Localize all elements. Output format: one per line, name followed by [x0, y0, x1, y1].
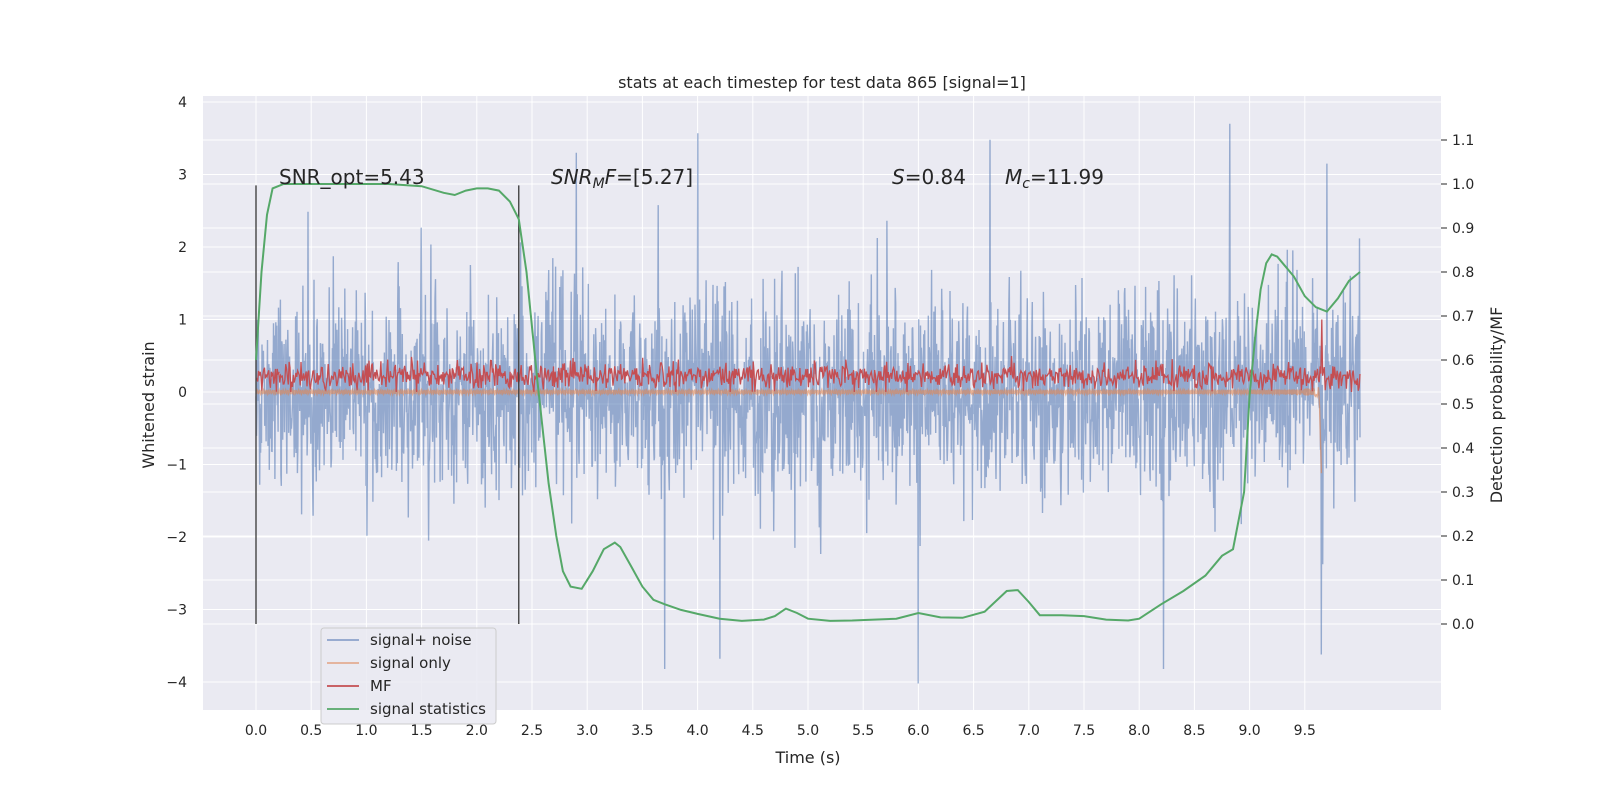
- y-tick-label-left: −4: [166, 675, 187, 691]
- x-tick-label: 7.5: [1073, 723, 1095, 739]
- y-tick-label-right: 1.1: [1452, 133, 1474, 149]
- x-tick-label: 1.5: [410, 723, 432, 739]
- signal-only-line: [255, 387, 1323, 474]
- legend-box: [320, 627, 497, 725]
- y-tick-label-left: 1: [178, 313, 187, 329]
- x-tick-label: 2.5: [521, 723, 543, 739]
- y-tick-label-left: 3: [178, 168, 187, 184]
- x-tick-label: 0.5: [300, 723, 322, 739]
- x-tick-label: 2.0: [466, 723, 488, 739]
- y-tick-label-right: 0.6: [1452, 353, 1474, 369]
- snr-mf-value: =[5.27]: [616, 165, 693, 189]
- y-tick-label-left: −2: [166, 530, 187, 546]
- annotation-snr-opt: SNR_opt=5.43: [279, 165, 425, 189]
- y-tick-label-left: 0: [178, 385, 187, 401]
- x-tick-label: 6.0: [907, 723, 929, 739]
- legend: signal+ noise signal only MF signal stat…: [320, 627, 497, 725]
- x-tick-label: 7.0: [1018, 723, 1040, 739]
- annotation-snr-mf: SNRMF=[5.27]: [551, 165, 693, 192]
- legend-label-signal-only: signal only: [370, 654, 451, 672]
- series-mf: [255, 319, 1361, 393]
- y-tick-label-left: 2: [178, 240, 187, 256]
- y-tick-label-right: 1.0: [1452, 177, 1474, 193]
- vertical-markers: [255, 185, 520, 624]
- y-tick-label-right: 0.3: [1452, 485, 1474, 501]
- series-signal-plus-noise: [255, 123, 1361, 684]
- chart-title: stats at each timestep for test data 865…: [618, 73, 1026, 92]
- x-tick-label: 9.0: [1238, 723, 1260, 739]
- mc-subscript: c: [1022, 176, 1030, 192]
- signal-statistics-line: [255, 183, 1361, 622]
- series-signal-only: [255, 387, 1323, 474]
- x-tick-label: 4.5: [742, 723, 764, 739]
- mc-value: =11.99: [1030, 165, 1104, 189]
- snr-mf-symbol: SNR: [551, 165, 593, 189]
- signal-plus-noise-line: [255, 123, 1361, 684]
- x-tick-label: 8.5: [1183, 723, 1205, 739]
- annotation-s: S=0.84: [892, 165, 966, 189]
- x-tick-label: 3.0: [576, 723, 598, 739]
- snr-mf-symbol2: F: [605, 165, 617, 189]
- x-axis-label: Time (s): [774, 748, 840, 767]
- x-tick-label: 1.0: [355, 723, 377, 739]
- y-tick-label-right: 0.4: [1452, 441, 1474, 457]
- x-tick-label: 6.5: [962, 723, 984, 739]
- x-tick-label: 8.0: [1128, 723, 1150, 739]
- y-tick-label-right: 0.2: [1452, 529, 1474, 545]
- y-tick-label-right: 0.5: [1452, 397, 1474, 413]
- snr-mf-subscript: M: [593, 176, 605, 192]
- annotation-mc: Mc=11.99: [1005, 165, 1104, 192]
- x-tick-label: 0.0: [245, 723, 267, 739]
- y-tick-label-right: 0.9: [1452, 221, 1474, 237]
- x-tick-label: 9.5: [1294, 723, 1316, 739]
- y-tick-labels-right: 0.0 0.1 0.2 0.3 0.4 0.5 0.6 0.7 0.8 0.9 1.0 1.1: [1441, 133, 1474, 633]
- y-tick-label-right: 0.8: [1452, 265, 1474, 281]
- y-tick-label-right: 0.7: [1452, 309, 1474, 325]
- y-tick-label-right: 0.0: [1452, 617, 1474, 633]
- x-tick-label: 3.5: [631, 723, 653, 739]
- mc-symbol: M: [1005, 165, 1022, 189]
- x-tick-label: 5.5: [852, 723, 874, 739]
- x-tick-label: 4.0: [686, 723, 708, 739]
- y-axis-label-left: Whitened strain: [139, 341, 158, 468]
- y-tick-label-left: −1: [166, 458, 187, 474]
- x-tick-label: 5.0: [797, 723, 819, 739]
- x-tick-labels: 0.0 0.5 1.0 1.5 2.0 2.5 3.0 3.5 4.0 4.5 5.0 5.5 6.0 6…: [245, 723, 1316, 739]
- mf-line: [255, 319, 1361, 393]
- s-value: =0.84: [905, 165, 966, 189]
- y-tick-label-left: −3: [166, 603, 187, 619]
- y-tick-labels-left: −4 −3 −2 −1 0 1 2 3 4: [166, 95, 187, 691]
- s-symbol: S: [892, 165, 905, 189]
- y-tick-label-left: 4: [178, 95, 187, 111]
- legend-label-mf: MF: [370, 677, 392, 695]
- y-axis-label-right: Detection probability/MF: [1487, 307, 1506, 504]
- legend-label-signal-statistics: signal statistics: [370, 700, 486, 718]
- y-tick-label-right: 0.1: [1452, 573, 1474, 589]
- series-signal-statistics: [255, 183, 1361, 622]
- legend-label-signal-plus-noise: signal+ noise: [370, 631, 472, 649]
